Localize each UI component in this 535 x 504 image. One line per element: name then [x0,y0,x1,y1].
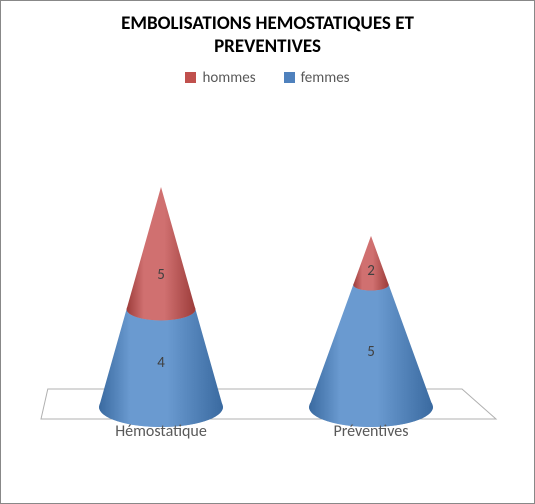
title-line-1: EMBOLISATIONS HEMOSTATIQUES ET [1,13,534,36]
plot-svg [31,141,506,441]
data-label-0-bottom: 4 [157,354,165,372]
data-label-0-top: 5 [157,266,165,284]
x-label-0: Hémostatique [115,422,207,441]
data-label-1-bottom: 5 [367,343,375,361]
legend-label-hommes: hommes [202,69,255,87]
x-label-1: Préventives [333,422,408,441]
legend: hommes femmes [1,69,534,87]
legend-item-hommes: hommes [185,69,255,87]
legend-swatch-femmes [284,72,295,83]
legend-label-femmes: femmes [301,69,350,87]
data-label-1-top: 2 [367,262,375,280]
chart-frame: EMBOLISATIONS HEMOSTATIQUES ET PREVENTIV… [0,0,535,504]
plot-area: Hémostatique Préventives 4 5 5 2 [31,141,504,441]
title-line-2: PREVENTIVES [1,36,534,59]
legend-item-femmes: femmes [284,69,350,87]
chart-title: EMBOLISATIONS HEMOSTATIQUES ET PREVENTIV… [1,13,534,59]
legend-swatch-hommes [185,72,196,83]
